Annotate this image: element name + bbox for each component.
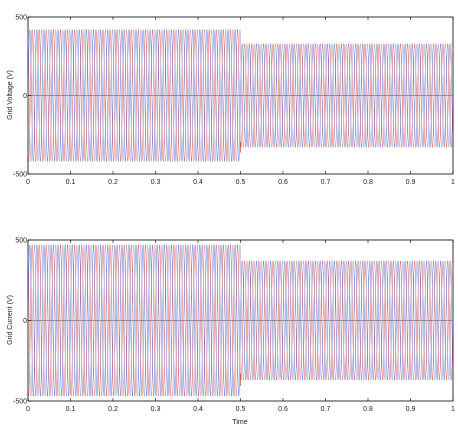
current-y-tick-label: -500 xyxy=(13,399,27,406)
voltage-y-ticks: -500 0 500 xyxy=(13,15,31,179)
voltage-x-tick-label: 0.2 xyxy=(108,179,118,186)
voltage-series-2 xyxy=(27,29,454,162)
current-x-tick-label: 0.4 xyxy=(193,406,203,413)
voltage-x-tick-label: 0.5 xyxy=(236,179,246,186)
voltage-x-tick-label: 0.7 xyxy=(321,179,331,186)
current-x-tick-label: 0.1 xyxy=(66,406,76,413)
voltage-y-tick-label: 0 xyxy=(23,93,27,100)
voltage-x-tick-label: 0.1 xyxy=(66,179,76,186)
voltage-y-axis-label: Grid Voltage (V) xyxy=(7,70,14,120)
current-x-tick-label: 0.5 xyxy=(236,406,246,413)
voltage-x-tick-label: 0.8 xyxy=(363,179,373,186)
current-x-tick-label: 0.6 xyxy=(278,406,288,413)
current-series-2 xyxy=(27,244,454,397)
current-y-tick-label: 500 xyxy=(15,238,27,245)
current-x-tick-label: 0.7 xyxy=(321,406,331,413)
current-y-tick-label: 0 xyxy=(23,318,27,325)
voltage-x-tick-label: 0.3 xyxy=(151,179,161,186)
voltage-x-tick-label: 0.4 xyxy=(193,179,203,186)
current-x-tick-label: 0.8 xyxy=(363,406,373,413)
current-x-tick-label: 0.3 xyxy=(151,406,161,413)
current-y-axis-label: Grid Current (V) xyxy=(7,295,14,345)
voltage-x-tick-label: 0 xyxy=(26,179,30,186)
current-x-tick-label: 0.2 xyxy=(108,406,118,413)
current-y-ticks: -500 0 500 xyxy=(13,238,31,406)
voltage-series-3 xyxy=(27,29,454,162)
current-x-tick-label: 0.9 xyxy=(406,406,416,413)
voltage-x-tick-label: 0.9 xyxy=(406,179,416,186)
current-x-tick-label: 1 xyxy=(451,406,455,413)
current-x-ticks: 0 0.1 0.2 0.3 0.4 0.5 0.6 0.7 0.8 0.9 1 xyxy=(26,240,455,413)
current-x-axis-label: Time xyxy=(232,419,247,426)
voltage-x-tick-label: 1 xyxy=(451,179,455,186)
voltage-x-tick-label: 0.6 xyxy=(278,179,288,186)
current-series-3 xyxy=(27,244,454,397)
voltage-x-ticks: 0 0.1 0.2 0.3 0.4 0.5 0.6 0.7 0.8 0.9 1 xyxy=(26,17,455,186)
voltage-y-tick-label: 500 xyxy=(15,15,27,22)
voltage-y-tick-label: -500 xyxy=(13,172,27,179)
current-x-tick-label: 0 xyxy=(26,406,30,413)
